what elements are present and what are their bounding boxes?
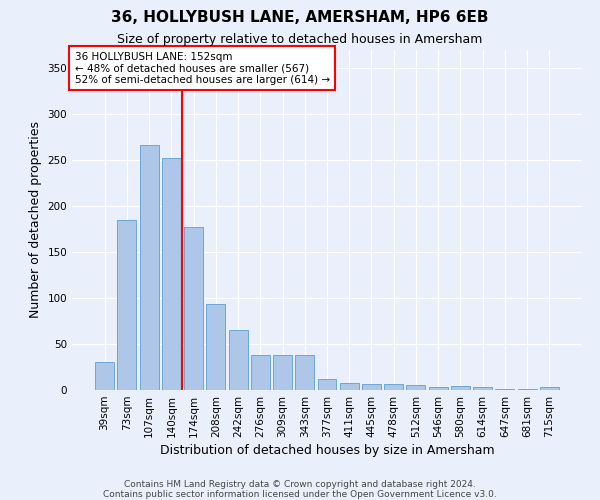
Bar: [406, 386, 425, 390]
Bar: [251, 355, 270, 390]
Bar: [184, 228, 203, 390]
Bar: [340, 382, 359, 390]
Text: 36 HOLLYBUSH LANE: 152sqm
← 48% of detached houses are smaller (567)
52% of semi: 36 HOLLYBUSH LANE: 152sqm ← 48% of detac…: [74, 52, 329, 85]
Bar: [362, 384, 381, 390]
Bar: [229, 330, 248, 390]
Bar: [317, 379, 337, 390]
Bar: [451, 386, 470, 390]
Bar: [429, 387, 448, 390]
Bar: [118, 220, 136, 390]
Bar: [140, 144, 158, 390]
X-axis label: Distribution of detached houses by size in Amersham: Distribution of detached houses by size …: [160, 444, 494, 457]
Bar: [496, 389, 514, 390]
Bar: [518, 389, 536, 390]
Text: Size of property relative to detached houses in Amersham: Size of property relative to detached ho…: [118, 32, 482, 46]
Bar: [273, 355, 292, 390]
Y-axis label: Number of detached properties: Number of detached properties: [29, 122, 42, 318]
Text: Contains HM Land Registry data © Crown copyright and database right 2024.
Contai: Contains HM Land Registry data © Crown c…: [103, 480, 497, 499]
Bar: [206, 304, 225, 390]
Bar: [162, 158, 181, 390]
Bar: [295, 355, 314, 390]
Bar: [540, 387, 559, 390]
Bar: [384, 384, 403, 390]
Bar: [473, 387, 492, 390]
Bar: [95, 362, 114, 390]
Text: 36, HOLLYBUSH LANE, AMERSHAM, HP6 6EB: 36, HOLLYBUSH LANE, AMERSHAM, HP6 6EB: [111, 10, 489, 25]
